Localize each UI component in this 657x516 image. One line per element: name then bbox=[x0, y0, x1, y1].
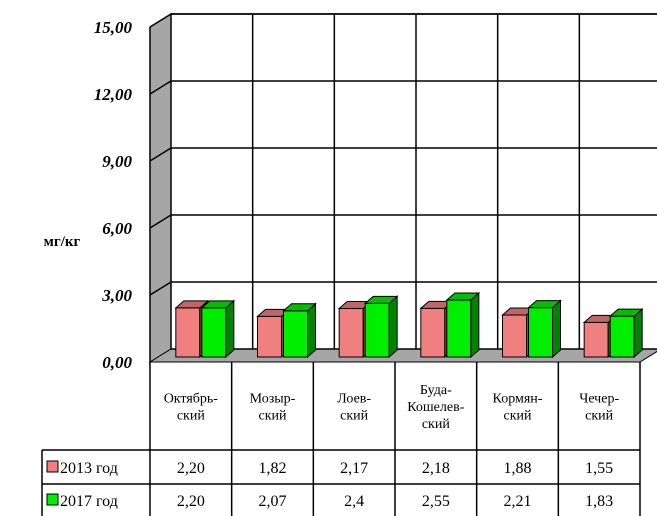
legend-label: 2017 год bbox=[60, 493, 118, 510]
gridline-side bbox=[149, 214, 172, 229]
bar-front bbox=[502, 314, 527, 358]
bar-top bbox=[445, 292, 481, 301]
back-wall bbox=[170, 13, 657, 350]
x-tick-label: Лоев-ский bbox=[337, 392, 371, 424]
y-tick-label: 9,00 bbox=[102, 152, 132, 171]
gridline-side bbox=[149, 147, 172, 162]
gridline-side bbox=[149, 13, 172, 28]
bar bbox=[363, 295, 399, 359]
y-tick-label: 15,00 bbox=[94, 18, 133, 37]
data-label: 2,07 bbox=[259, 493, 287, 510]
bar-top bbox=[200, 300, 236, 309]
bar-side bbox=[633, 308, 643, 359]
data-label: 1,83 bbox=[585, 493, 613, 510]
bar-top bbox=[527, 300, 562, 309]
y-tick-label: 3,00 bbox=[101, 286, 132, 305]
bar bbox=[282, 302, 317, 359]
x-tick-label: Октябрь-ский bbox=[164, 392, 219, 424]
y-tick-label: 6,00 bbox=[102, 219, 132, 238]
legend-label: 2013 год bbox=[60, 460, 118, 477]
data-label: 1,82 bbox=[259, 460, 287, 477]
x-tick-label: Кормян-ский bbox=[493, 392, 543, 424]
y-tick-label: 12,00 bbox=[94, 85, 133, 104]
data-label: 1,55 bbox=[585, 460, 613, 477]
data-label: 2,17 bbox=[340, 460, 368, 477]
bar bbox=[582, 314, 618, 359]
data-label: 1,88 bbox=[504, 460, 532, 477]
bar-top bbox=[174, 300, 210, 309]
bar-top bbox=[363, 295, 399, 304]
bar-front bbox=[420, 307, 446, 358]
data-label: 2,20 bbox=[177, 460, 205, 477]
bar-front bbox=[609, 315, 635, 358]
x-tick-label: Мозыр-ский bbox=[250, 392, 296, 424]
bar-front bbox=[446, 299, 472, 358]
bar bbox=[608, 308, 644, 359]
bar-side bbox=[225, 299, 235, 359]
bar-side bbox=[470, 291, 480, 359]
bar-front bbox=[338, 308, 364, 358]
bar bbox=[200, 299, 236, 359]
x-tick-label: Чечер-ский bbox=[579, 392, 619, 424]
legend-swatch bbox=[46, 493, 59, 506]
bar bbox=[527, 299, 562, 359]
gridline-side bbox=[149, 80, 172, 95]
data-label: 2,55 bbox=[422, 493, 450, 510]
bar-front bbox=[283, 310, 308, 358]
legend-swatch bbox=[46, 460, 59, 473]
bar-side bbox=[552, 299, 561, 359]
bar-front bbox=[583, 321, 609, 358]
bar-front bbox=[175, 307, 201, 358]
data-label: 2,4 bbox=[344, 493, 364, 510]
gridline-side bbox=[149, 281, 172, 296]
bar bbox=[445, 291, 481, 359]
x-tick-label: Буда-Кошелев-ский bbox=[407, 383, 464, 432]
data-label: 2,20 bbox=[177, 493, 205, 510]
y-tick-label: 0,00 bbox=[102, 353, 132, 372]
bar-front bbox=[364, 302, 390, 358]
bar-side bbox=[388, 295, 398, 359]
bar-top bbox=[608, 308, 644, 317]
bar-top bbox=[282, 303, 317, 312]
bar-front bbox=[201, 307, 227, 358]
bar-front bbox=[257, 315, 282, 358]
bar-front bbox=[528, 307, 553, 358]
side-wall bbox=[149, 13, 172, 363]
bar-side bbox=[307, 302, 316, 359]
y-axis-label: мг/кг bbox=[44, 234, 81, 250]
data-label: 2,21 bbox=[504, 493, 532, 510]
data-label: 2,18 bbox=[422, 460, 450, 477]
